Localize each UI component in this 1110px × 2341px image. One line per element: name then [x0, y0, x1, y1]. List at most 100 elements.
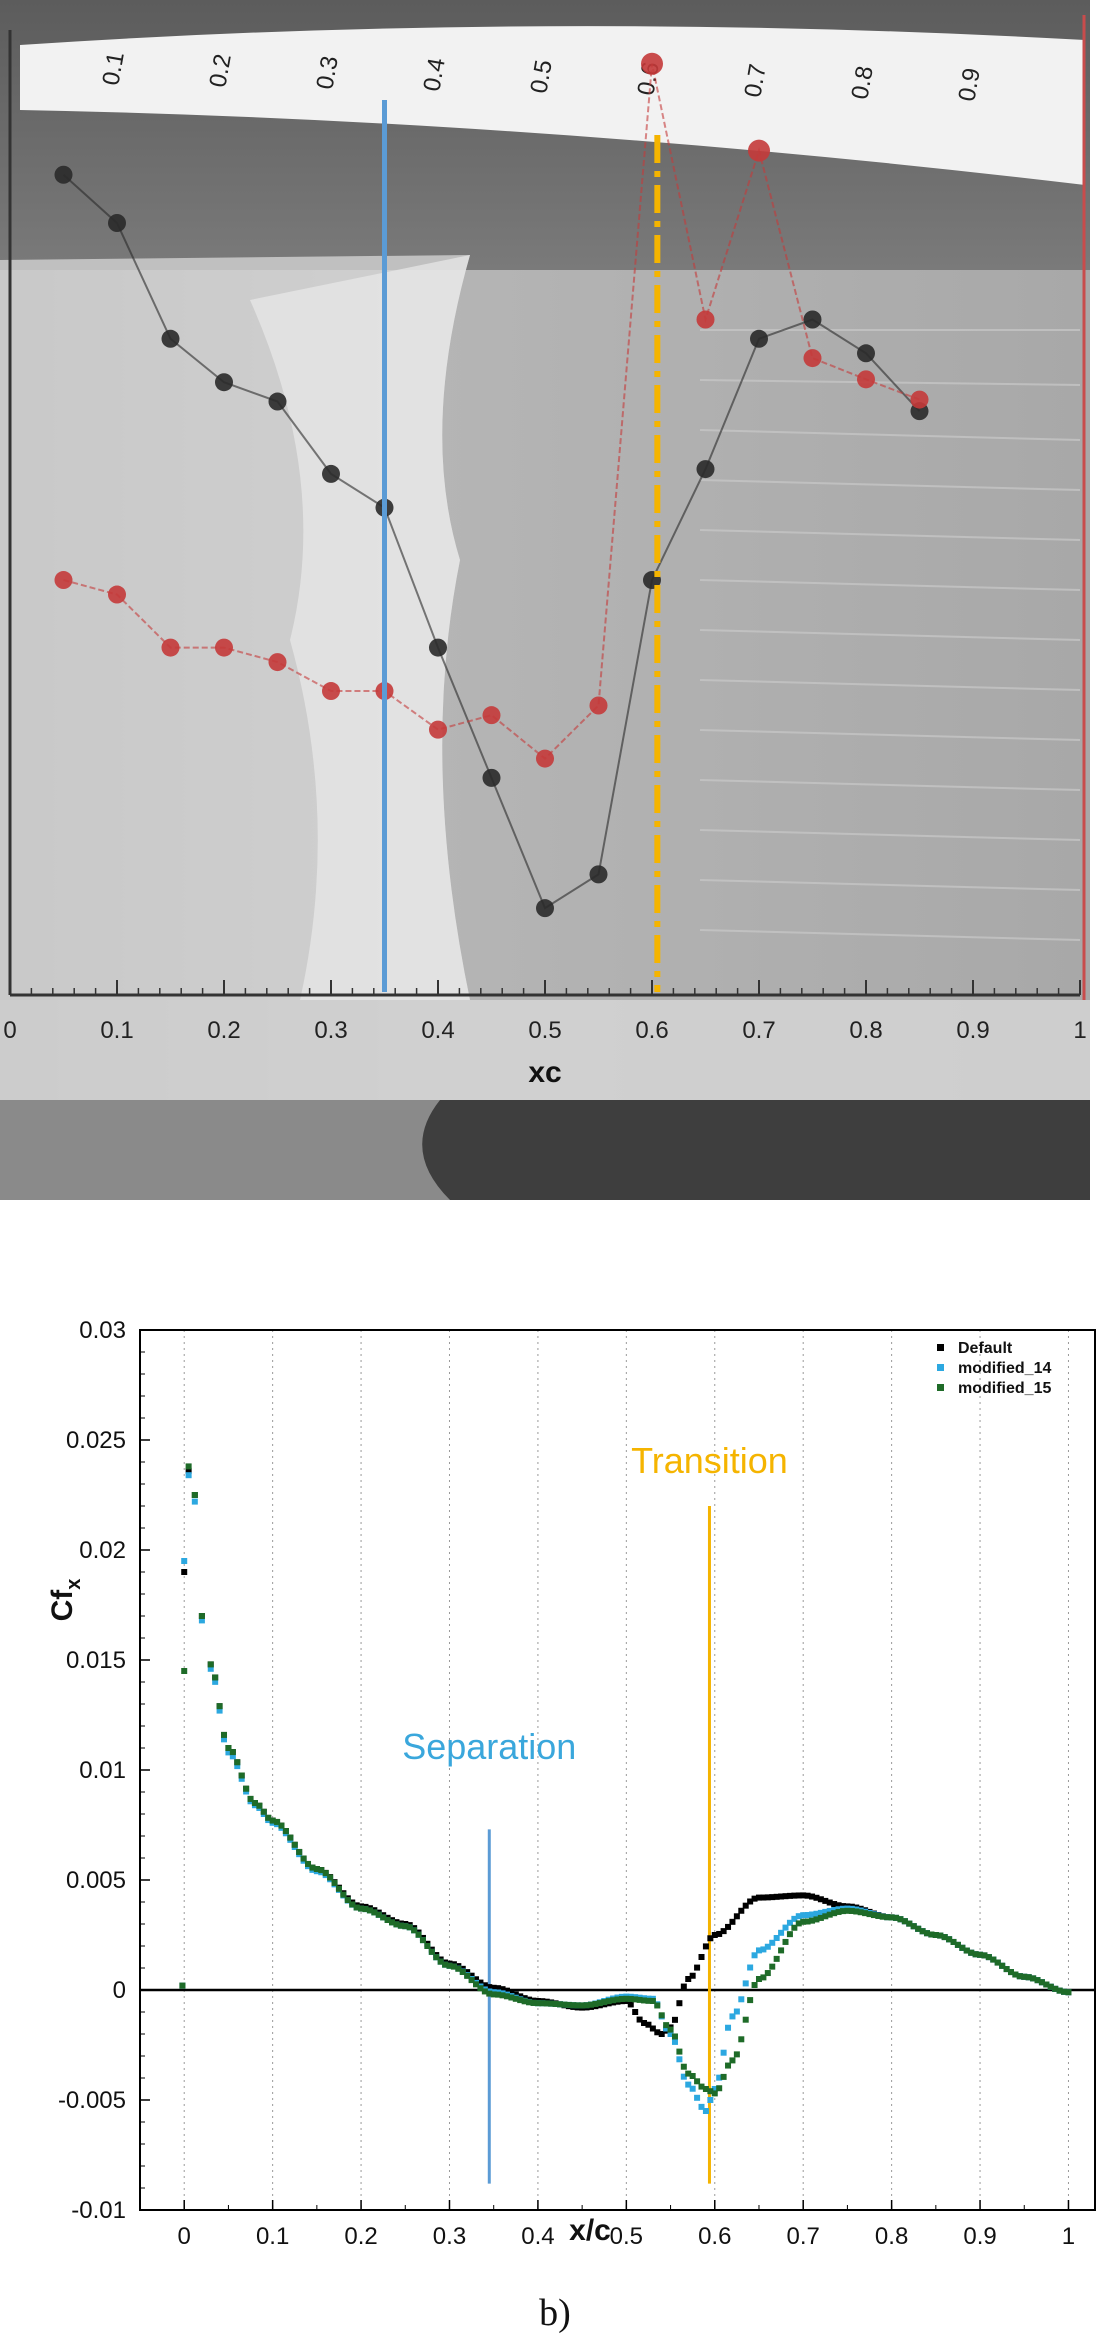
x-tick-label-a: 0.6 [635, 1017, 668, 1044]
data-point [769, 1939, 776, 1946]
data-point [548, 2000, 555, 2007]
data-point [627, 1995, 634, 2002]
legend-label: Default [958, 1340, 1013, 1357]
data-point [844, 1907, 851, 1914]
data-point [848, 1907, 855, 1914]
data-point [181, 1668, 188, 1674]
data-point [614, 1996, 621, 2003]
data-point [508, 1994, 515, 2001]
data-point [910, 1923, 917, 1930]
y-tick-label: 0.01 [79, 1757, 126, 1784]
data-point [671, 2016, 678, 2023]
data-point [716, 2085, 723, 2092]
data-point [809, 1911, 816, 1918]
data-point-red [268, 653, 287, 672]
data-point [809, 1917, 816, 1924]
data-point [667, 2026, 674, 2033]
data-point [782, 1893, 789, 1900]
data-point [689, 1972, 696, 1979]
x-axis-label-a: xc [528, 1056, 561, 1089]
data-point [260, 1808, 267, 1815]
data-point-red [482, 706, 501, 725]
data-point [234, 1763, 241, 1770]
data-point [671, 2038, 678, 2045]
data-point [649, 2025, 656, 2032]
grid-b [183, 1330, 1069, 2210]
x-tick-label: 0 [178, 2223, 191, 2250]
data-point [353, 1904, 360, 1911]
data-point [366, 1907, 373, 1914]
data-point [760, 1974, 767, 1981]
data-point-red [857, 370, 875, 389]
data-point [702, 1943, 709, 1950]
data-point [340, 1891, 347, 1898]
data-point [782, 1924, 789, 1931]
data-point-black [803, 310, 822, 329]
data-point [424, 1943, 431, 1949]
data-point [729, 2013, 736, 2020]
data-point [769, 1894, 776, 1901]
data-point [733, 2008, 740, 2015]
data-point [389, 1919, 396, 1926]
data-point [446, 1962, 453, 1969]
data-point [477, 1985, 484, 1992]
data-point [742, 1902, 749, 1909]
data-point [791, 1915, 798, 1922]
photo-axis-band [0, 1000, 1090, 1100]
data-point [552, 2000, 559, 2007]
data-point [786, 1892, 793, 1899]
data-point-red [54, 571, 73, 590]
data-point [632, 1996, 639, 2003]
data-point [773, 1955, 780, 1962]
data-point [764, 1943, 771, 1950]
data-point [738, 2036, 745, 2043]
data-point [663, 2022, 670, 2029]
data-point [543, 2000, 550, 2007]
series-line-red [63, 63, 920, 760]
figure-a-series [54, 52, 929, 918]
data-point [923, 1930, 930, 1937]
data-point-black [482, 768, 501, 787]
data-point [503, 1993, 510, 2000]
data-point [773, 1935, 780, 1942]
data-point [941, 1934, 948, 1941]
data-point [225, 1745, 232, 1751]
data-point-red [108, 585, 126, 604]
data-point [738, 1996, 745, 2003]
data-point [733, 1913, 740, 1920]
data-point [627, 2001, 634, 2008]
data-point [786, 1919, 793, 1926]
data-point [402, 1923, 409, 1930]
data-point [490, 1984, 497, 1991]
data-point [344, 1897, 351, 1904]
top-scale-tick-label: 0.5 [525, 58, 557, 96]
data-point [428, 1948, 435, 1955]
top-scale-tick-label: 0.9 [953, 66, 985, 104]
data-point [229, 1749, 236, 1756]
data-point [1007, 1969, 1014, 1976]
data-point [786, 1931, 793, 1938]
series-b [179, 1463, 1072, 2114]
data-point [1030, 1975, 1037, 1982]
data-point [282, 1828, 289, 1835]
data-point [1052, 1985, 1059, 1992]
data-point [658, 2012, 665, 2019]
data-point [185, 1463, 192, 1470]
data-point [610, 1997, 617, 2004]
data-point-black [108, 214, 126, 232]
data-point [879, 1913, 886, 1920]
x-tick-label: 0.9 [963, 2223, 996, 2250]
data-point [694, 2078, 701, 2085]
caption-b: b) [539, 2292, 571, 2334]
data-point [1025, 1974, 1032, 1981]
data-point [512, 1995, 519, 2002]
data-point [981, 1952, 988, 1959]
photo-bottom-light [0, 1100, 450, 1200]
data-point [689, 2073, 696, 2080]
data-point [654, 2029, 661, 2036]
x-tick-label-a: 1 [1073, 1017, 1086, 1044]
data-point [296, 1848, 303, 1855]
data-point [795, 1913, 802, 1920]
data-point [694, 1964, 701, 1971]
data-point [238, 1772, 245, 1779]
